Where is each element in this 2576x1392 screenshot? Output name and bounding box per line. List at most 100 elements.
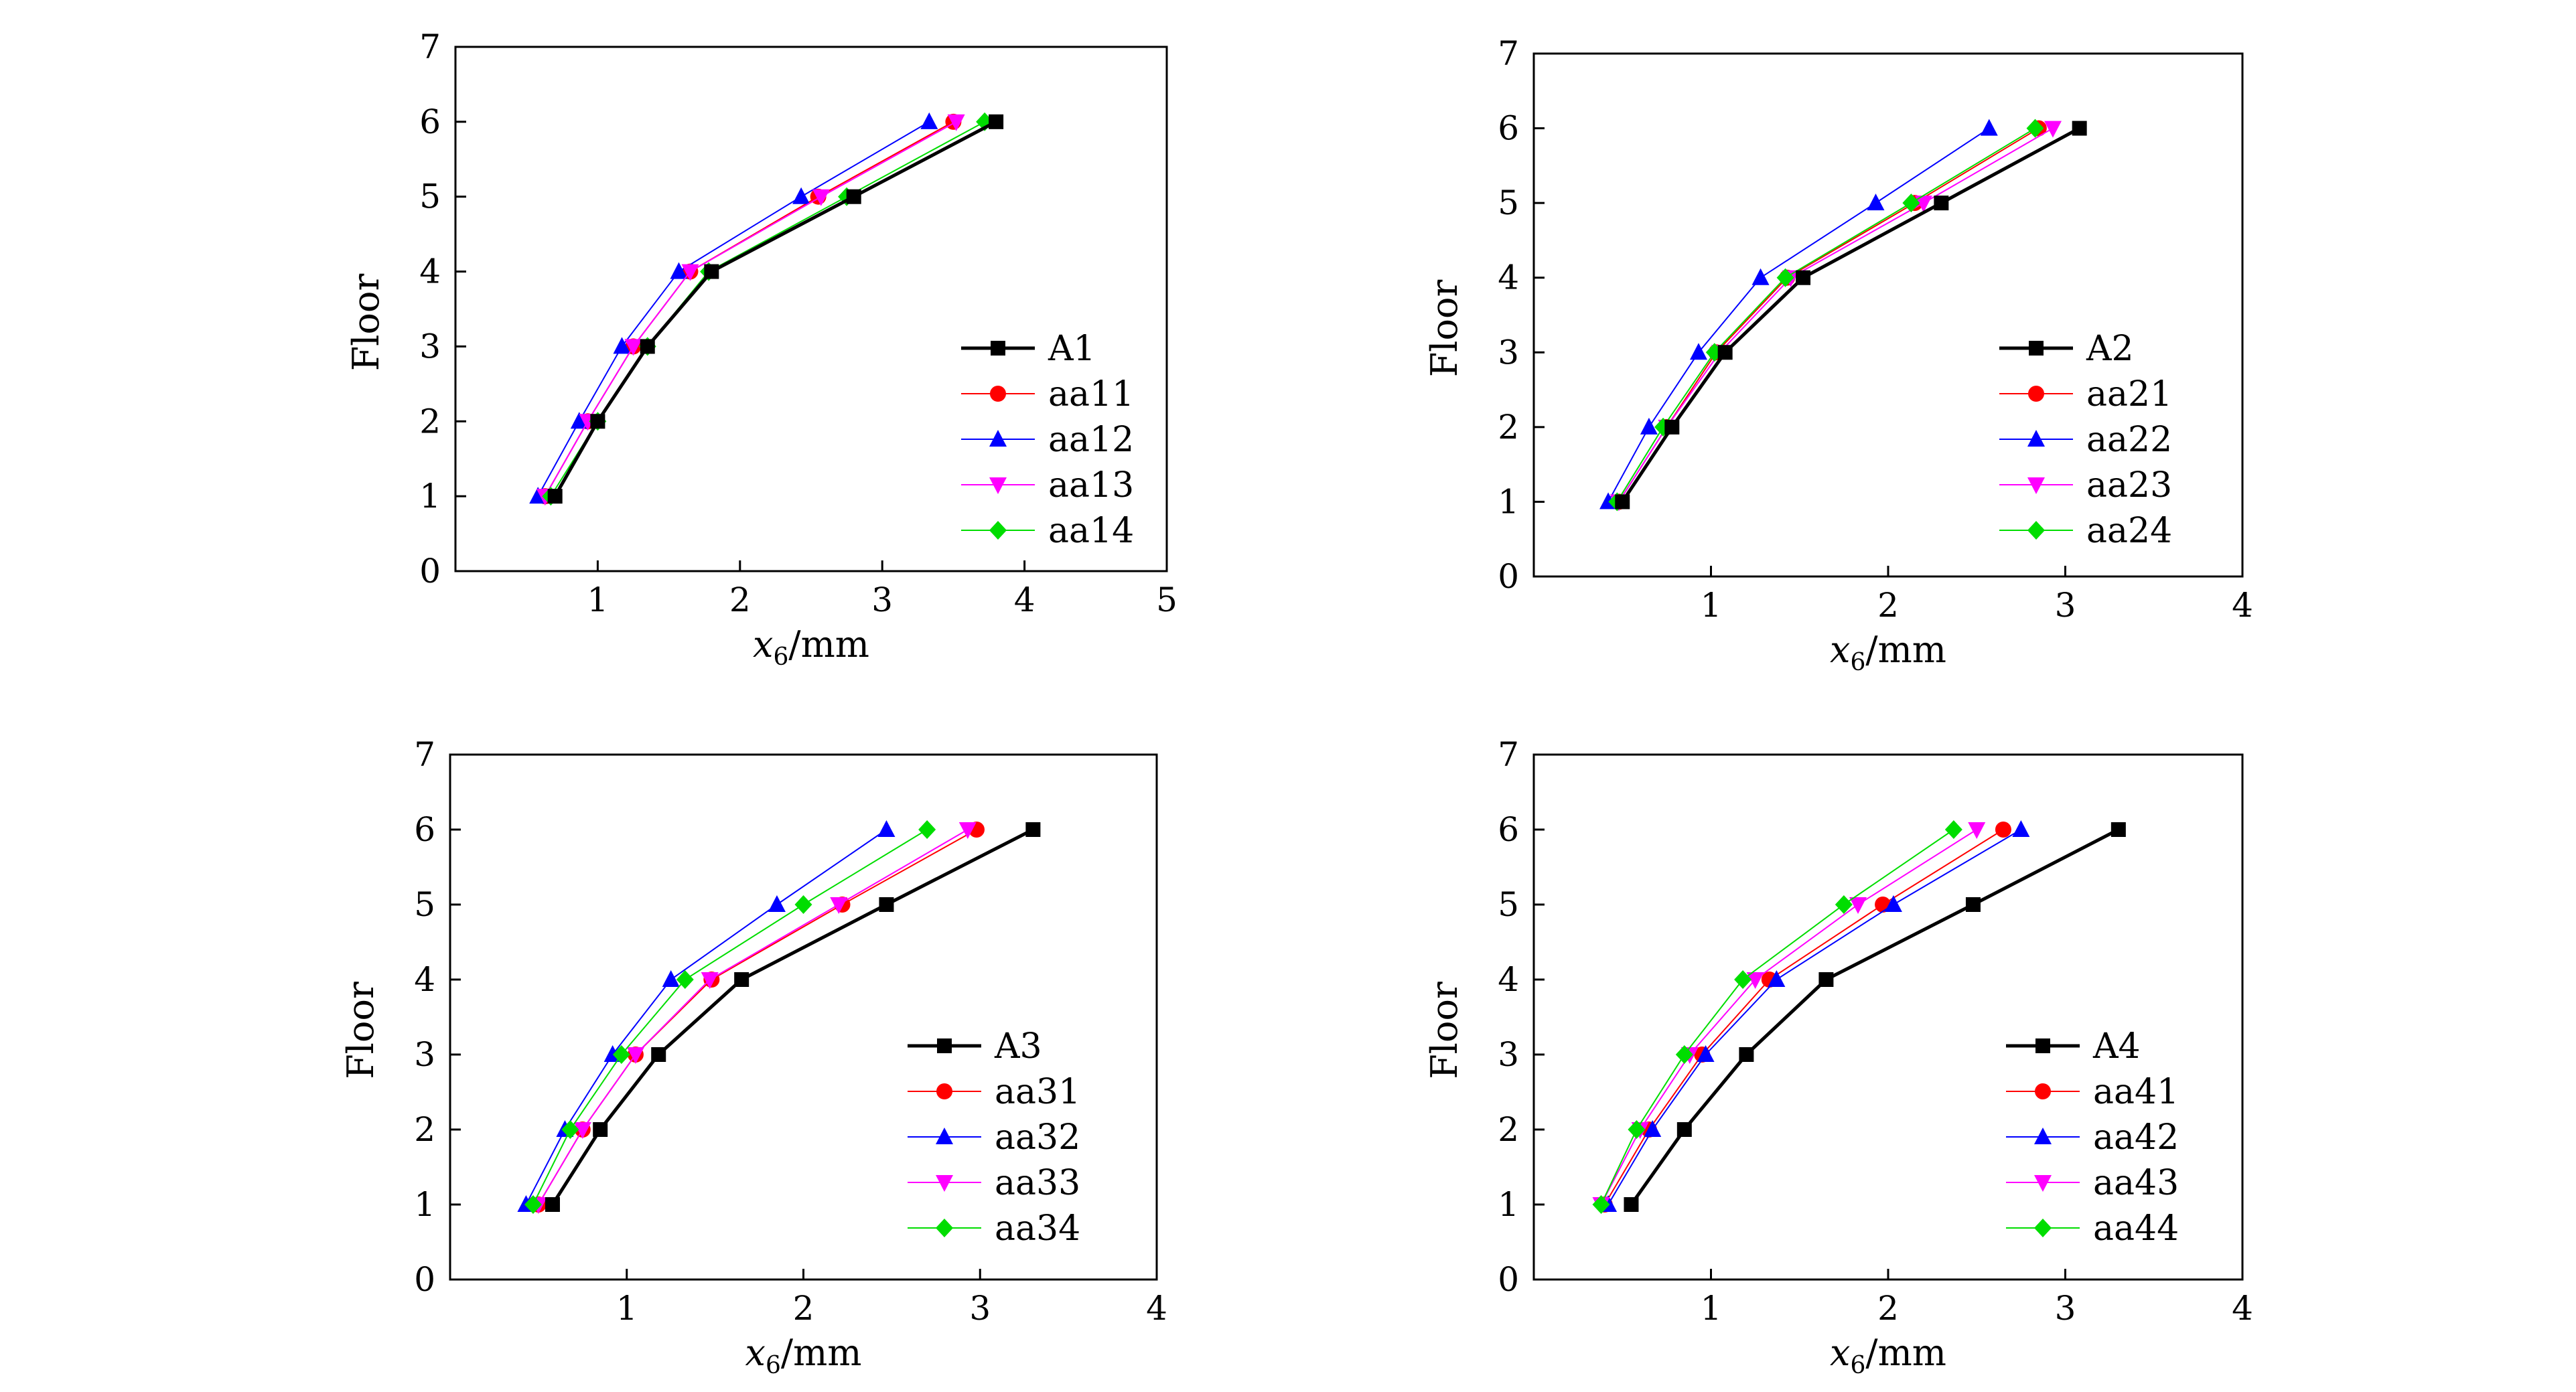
data-point-aa32 xyxy=(877,820,896,837)
legend-marker xyxy=(989,477,1007,494)
data-point-aa32 xyxy=(768,895,786,912)
legend: A3 aa31 aa32 aa33 aa34 xyxy=(908,1026,1080,1249)
legend-label: aa11 xyxy=(1048,374,1134,414)
x-tick-label: 2 xyxy=(729,581,751,619)
legend-entry-aa13: aa13 xyxy=(961,465,1134,506)
series-line-A3 xyxy=(551,828,1034,1206)
plot-frame xyxy=(454,46,1168,572)
data-point-A1 xyxy=(989,114,1004,129)
legend-label: A4 xyxy=(2092,1026,2141,1067)
chart-panel-2: 0 1 2 3 4 5 6 7 1 2 3 4 x6/mm Floor A2 aa21 aa22 aa23 aa24 xyxy=(1423,34,2253,676)
y-tick-label: 4 xyxy=(419,252,441,291)
data-point-A4 xyxy=(2110,822,2126,837)
y-axis-label: Floor xyxy=(1423,982,1465,1079)
x-tick-label: 3 xyxy=(871,581,893,619)
legend-marker xyxy=(990,386,1006,402)
legend-marker xyxy=(2035,1083,2051,1099)
series-line-aa23 xyxy=(1618,127,2054,502)
y-tick-label: 5 xyxy=(1498,885,1519,924)
series-aa41 xyxy=(1596,822,2011,1213)
y-tick-label: 1 xyxy=(414,1185,435,1224)
legend-marker xyxy=(2027,430,2045,447)
legend-label: aa22 xyxy=(2086,420,2172,460)
data-point-A3 xyxy=(545,1197,560,1212)
data-point-A3 xyxy=(651,1047,666,1062)
data-point-aa43 xyxy=(1849,897,1867,914)
series-aa21 xyxy=(1610,120,2047,510)
series-aa22 xyxy=(1599,119,1998,510)
data-point-aa32 xyxy=(662,970,680,987)
y-tick-label: 1 xyxy=(1498,482,1519,521)
legend-marker xyxy=(2028,386,2044,402)
x-tick-label: 1 xyxy=(1701,586,1722,625)
series-aa43 xyxy=(1592,822,1986,1214)
series-line-aa33 xyxy=(538,829,969,1205)
data-point-A1 xyxy=(590,414,605,429)
data-point-aa13 xyxy=(947,114,965,131)
legend-marker xyxy=(2027,521,2045,540)
data-point-aa42 xyxy=(1884,895,1902,912)
series-aa34 xyxy=(524,820,936,1214)
data-point-aa34 xyxy=(561,1120,579,1139)
data-point-A3 xyxy=(879,897,894,912)
y-axis-label: Floor xyxy=(345,274,387,372)
y-tick-label: 2 xyxy=(414,1110,435,1149)
legend-label: A3 xyxy=(994,1026,1042,1067)
legend-marker xyxy=(991,341,1005,356)
x-axis-label: x6/mm xyxy=(753,623,869,671)
y-tick-label: 0 xyxy=(1498,1260,1519,1299)
legend: A1 aa11 aa12 aa13 aa14 xyxy=(961,329,1134,551)
legend-label: aa21 xyxy=(2086,374,2172,414)
series-line-aa24 xyxy=(1616,127,2036,502)
data-point-aa12 xyxy=(670,262,688,279)
x-axis-label: x6/mm xyxy=(1830,1332,1946,1379)
y-tick-label: 7 xyxy=(419,27,441,66)
series-line-aa43 xyxy=(1600,829,1977,1205)
data-point-aa44 xyxy=(1675,1045,1693,1064)
series-aa23 xyxy=(1609,121,2062,512)
series-line-aa12 xyxy=(537,121,930,497)
chart-panel-3: 0 1 2 3 4 5 6 7 1 2 3 4 x6/mm Floor A3 aa31 aa32 aa33 aa34 xyxy=(340,735,1167,1379)
x-tick-label: 4 xyxy=(2232,1289,2253,1328)
legend-label: aa34 xyxy=(995,1209,1080,1249)
series-aa12 xyxy=(529,112,938,504)
x-tick-label: 1 xyxy=(616,1289,638,1328)
x-tick-label: 1 xyxy=(587,581,608,619)
x-tick-label: 2 xyxy=(793,1289,814,1328)
legend-label: aa24 xyxy=(2086,511,2172,551)
legend-entry-aa23: aa23 xyxy=(1999,465,2172,506)
legend-label: aa44 xyxy=(2093,1209,2179,1249)
x-tick-label: 2 xyxy=(1877,1289,1899,1328)
legend-entry-aa44: aa44 xyxy=(2006,1209,2179,1249)
data-point-aa42 xyxy=(1768,970,1786,987)
x-tick-label: 1 xyxy=(1701,1289,1722,1328)
legend-entry-aa12: aa12 xyxy=(961,420,1134,460)
data-point-aa34 xyxy=(524,1195,542,1214)
series-A2 xyxy=(1615,121,2087,510)
legend-entry-aa42: aa42 xyxy=(2006,1117,2179,1158)
data-point-A4 xyxy=(1818,972,1834,987)
x-tick-label: 3 xyxy=(2055,586,2076,625)
data-point-aa22 xyxy=(1980,119,1998,136)
data-point-aa12 xyxy=(792,187,810,204)
series-aa24 xyxy=(1608,119,2044,512)
data-point-A2 xyxy=(1664,419,1680,435)
data-point-A3 xyxy=(734,972,749,987)
y-tick-label: 2 xyxy=(1498,1110,1519,1149)
data-point-A3 xyxy=(1025,822,1041,837)
series-line-aa41 xyxy=(1603,829,2004,1205)
legend-marker xyxy=(2029,341,2044,356)
y-tick-label: 4 xyxy=(414,960,435,999)
series-aa44 xyxy=(1592,820,1962,1214)
x-tick-label: 5 xyxy=(1156,581,1177,619)
legend-marker xyxy=(936,1175,953,1192)
data-point-aa44 xyxy=(1734,970,1752,989)
legend-label: A1 xyxy=(1048,329,1096,369)
data-point-aa43 xyxy=(1968,822,1986,839)
legend-marker xyxy=(2034,1175,2052,1192)
legend-marker xyxy=(936,1128,953,1144)
y-tick-label: 1 xyxy=(1498,1185,1519,1224)
x-tick-label: 4 xyxy=(1014,581,1035,619)
data-point-aa24 xyxy=(1902,194,1920,213)
data-point-A1 xyxy=(704,264,719,279)
